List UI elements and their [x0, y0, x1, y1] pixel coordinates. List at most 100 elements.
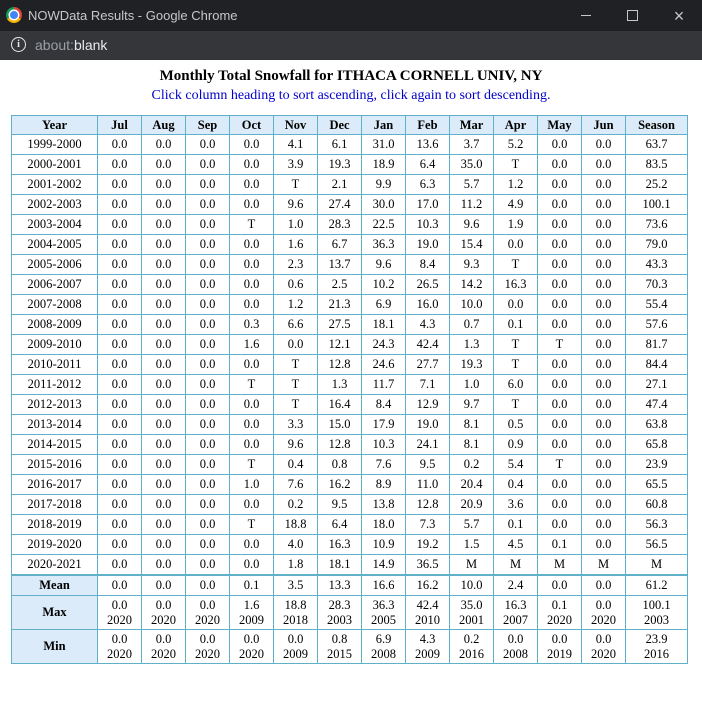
value-cell: 0.0 [581, 354, 626, 375]
value-cell: 0.6 [273, 274, 318, 295]
value-cell: 0.0 [581, 514, 626, 535]
value-cell: 0.0 [581, 534, 626, 555]
value-cell: T [493, 154, 538, 175]
min-year: 2019 [547, 646, 572, 661]
value-cell: 0.0 [97, 314, 142, 335]
value-cell: 0.0 [229, 154, 274, 175]
column-header-may[interactable]: May [537, 115, 582, 135]
year-cell: 2020-2021 [11, 554, 98, 576]
value-cell: 5.2 [493, 134, 538, 155]
mean-cell: 2.4 [493, 574, 538, 596]
value-cell: 0.0 [537, 274, 582, 295]
info-icon[interactable]: i [11, 37, 26, 52]
max-year: 2003 [644, 612, 669, 627]
url-field[interactable]: about:blank [35, 37, 107, 53]
column-header-dec[interactable]: Dec [317, 115, 362, 135]
column-header-nov[interactable]: Nov [273, 115, 318, 135]
column-header-mar[interactable]: Mar [449, 115, 494, 135]
value-cell: 0.0 [97, 534, 142, 555]
min-year: 2009 [283, 646, 308, 661]
mean-cell: 10.0 [449, 574, 494, 596]
mean-cell: 0.0 [537, 574, 582, 596]
value-cell: 4.9 [493, 194, 538, 215]
column-header-jun[interactable]: Jun [581, 115, 626, 135]
max-value: 0.0 [155, 597, 172, 612]
min-value: 0.0 [595, 631, 612, 646]
column-header-jul[interactable]: Jul [97, 115, 142, 135]
value-cell: 4.5 [493, 534, 538, 555]
value-cell: 0.0 [141, 274, 186, 295]
value-cell: 0.0 [581, 474, 626, 495]
table-row: 2000-2001 0.0 0.0 0.0 0.0 3.9 19.3 18.9 6.4 35.0 T… [11, 154, 688, 175]
value-cell: T [537, 334, 582, 355]
value-cell: 9.7 [449, 394, 494, 415]
value-cell: 0.0 [537, 154, 582, 175]
max-year: 2010 [415, 612, 440, 627]
max-cell: 0.0 2020 [185, 595, 230, 630]
value-cell: 3.7 [449, 134, 494, 155]
value-cell: 6.3 [405, 174, 450, 195]
column-header-feb[interactable]: Feb [405, 115, 450, 135]
table-row: 2018-2019 0.0 0.0 0.0 T 18.8 6.4 18.0 7.3 5.7 0.1 0… [11, 514, 688, 535]
column-header-jan[interactable]: Jan [361, 115, 406, 135]
value-cell: 0.0 [493, 294, 538, 315]
value-cell: 0.0 [185, 534, 230, 555]
value-cell: M [449, 554, 494, 576]
max-cell: 1.6 2009 [229, 595, 274, 630]
value-cell: 9.9 [361, 174, 406, 195]
value-cell: 0.0 [537, 394, 582, 415]
table-row: 2006-2007 0.0 0.0 0.0 0.0 0.6 2.5 10.2 26.5 14.2 1… [11, 274, 688, 295]
minimize-button[interactable] [563, 0, 609, 31]
value-cell: 0.0 [141, 294, 186, 315]
column-header-oct[interactable]: Oct [229, 115, 274, 135]
value-cell: 63.8 [625, 414, 688, 435]
value-cell: T [493, 354, 538, 375]
value-cell: 0.0 [141, 134, 186, 155]
column-header-aug[interactable]: Aug [141, 115, 186, 135]
value-cell: 0.0 [229, 134, 274, 155]
close-button[interactable]: × [656, 0, 702, 31]
max-value: 0.1 [551, 597, 568, 612]
value-cell: 79.0 [625, 234, 688, 255]
value-cell: 27.5 [317, 314, 362, 335]
value-cell: 0.0 [141, 234, 186, 255]
mean-cell: 0.0 [581, 574, 626, 596]
value-cell: 0.0 [185, 374, 230, 395]
value-cell: 0.0 [141, 514, 186, 535]
value-cell: 19.3 [317, 154, 362, 175]
column-header-year[interactable]: Year [11, 115, 98, 135]
year-cell: 2004-2005 [11, 234, 98, 255]
value-cell: 0.0 [185, 214, 230, 235]
value-cell: 0.0 [537, 134, 582, 155]
address-bar[interactable]: i about:blank [0, 31, 702, 60]
value-cell: 0.0 [581, 334, 626, 355]
value-cell: 100.1 [625, 194, 688, 215]
table-summary: Mean 0.0 0.0 0.0 0.1 3.5 13.3 16.6 16.2 10.0 2.4 0.… [11, 574, 688, 664]
year-cell: 2018-2019 [11, 514, 98, 535]
minimize-icon [581, 15, 591, 16]
value-cell: 12.1 [317, 334, 362, 355]
value-cell: 6.0 [493, 374, 538, 395]
year-cell: 2010-2011 [11, 354, 98, 375]
min-value: 0.0 [287, 631, 304, 646]
value-cell: 65.5 [625, 474, 688, 495]
max-year: 2018 [283, 612, 308, 627]
value-cell: 7.6 [273, 474, 318, 495]
value-cell: 0.0 [581, 294, 626, 315]
value-cell: 0.0 [141, 454, 186, 475]
value-cell: 55.4 [625, 294, 688, 315]
column-header-sep[interactable]: Sep [185, 115, 230, 135]
column-header-apr[interactable]: Apr [493, 115, 538, 135]
value-cell: 0.0 [273, 334, 318, 355]
value-cell: 0.0 [229, 194, 274, 215]
maximize-button[interactable] [609, 0, 655, 31]
value-cell: 6.9 [361, 294, 406, 315]
column-header-season[interactable]: Season [625, 115, 688, 135]
value-cell: 0.0 [581, 254, 626, 275]
min-cell: 0.0 2020 [581, 629, 626, 664]
value-cell: 0.0 [537, 294, 582, 315]
value-cell: 0.0 [185, 154, 230, 175]
value-cell: 63.7 [625, 134, 688, 155]
value-cell: 0.0 [581, 434, 626, 455]
table-row: 2015-2016 0.0 0.0 0.0 T 0.4 0.8 7.6 9.5 0.2 5.4 T 0.… [11, 454, 688, 475]
